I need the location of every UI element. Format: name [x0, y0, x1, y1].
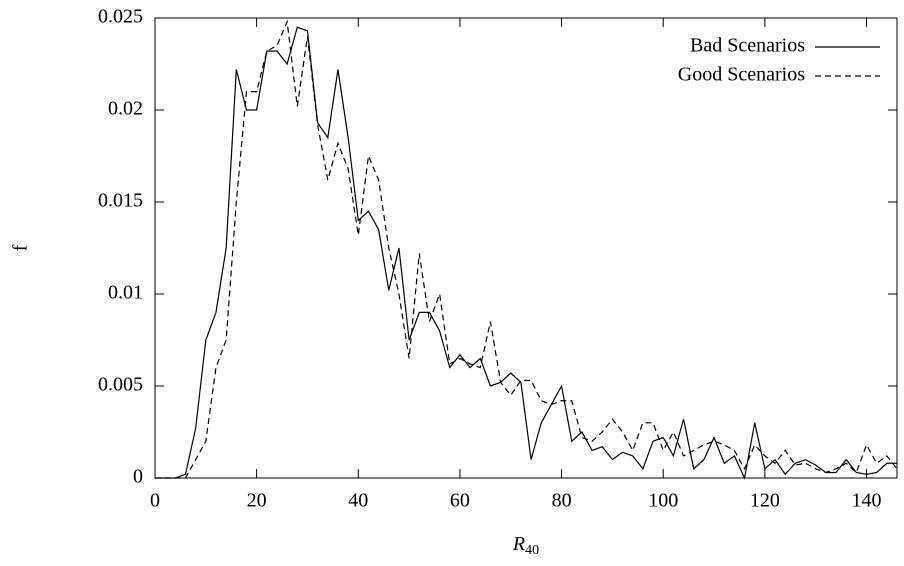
y-axis-label: f	[10, 244, 32, 251]
series-line	[155, 26, 897, 480]
x-axis-label: R40	[512, 533, 539, 559]
x-tick-label: 100	[648, 490, 678, 512]
y-tick-label: 0.02	[108, 98, 143, 120]
legend-label: Bad Scenarios	[690, 35, 805, 57]
x-tick-label: 0	[150, 490, 160, 512]
series-line	[155, 19, 898, 479]
y-tick-label: 0.01	[108, 282, 143, 304]
y-tick-label: 0.025	[98, 6, 143, 28]
y-tick-label: 0	[133, 466, 143, 488]
x-axis-label-base: R	[512, 533, 525, 555]
plot-frame	[154, 17, 898, 479]
legend-label: Good Scenarios	[678, 64, 805, 86]
x-tick-label: 40	[348, 490, 368, 512]
x-tick-label: 140	[852, 490, 882, 512]
y-tick-label: 0.015	[98, 190, 143, 212]
y-tick-label: 0.005	[98, 374, 143, 396]
x-tick-label: 60	[450, 490, 470, 512]
x-axis-label-sub: 40	[525, 543, 539, 558]
x-tick-label: 80	[552, 490, 572, 512]
x-tick-label: 120	[750, 490, 780, 512]
x-tick-label: 20	[247, 490, 267, 512]
